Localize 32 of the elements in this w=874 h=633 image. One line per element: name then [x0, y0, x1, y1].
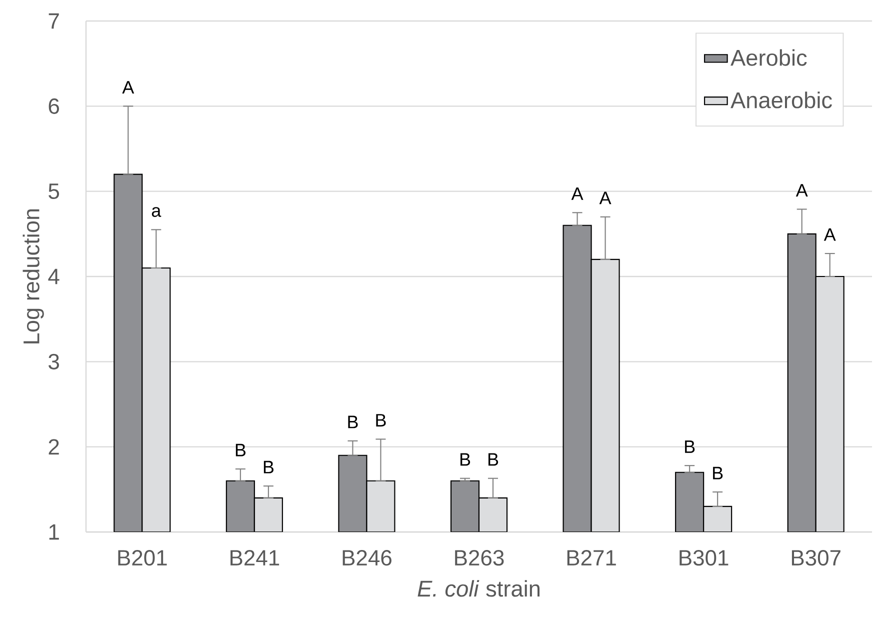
annotation: A	[599, 192, 612, 204]
annotation: A	[571, 188, 584, 200]
y-tick-label: 5	[48, 184, 60, 200]
annotation: A	[122, 81, 134, 94]
y-tick-label: 2	[48, 439, 59, 455]
x-tick-label: B271	[567, 550, 616, 566]
annotation: a	[152, 207, 162, 217]
annotation: B	[685, 440, 695, 453]
y-axis-title: Log reduction	[22, 209, 44, 344]
x-tick-label: B307	[792, 550, 840, 566]
y-tick-label: 7	[48, 13, 59, 29]
annotation: A	[796, 184, 808, 197]
y-tick-label: 1	[49, 524, 59, 540]
x-tick-label: B301	[680, 550, 728, 566]
y-tick-label: 3	[48, 354, 59, 370]
x-tick-label: B263	[455, 550, 504, 566]
annotation: B	[236, 444, 246, 456]
annotation: B	[713, 466, 723, 480]
x-axis-title: E. coli strain	[418, 580, 540, 597]
annotation: A	[824, 228, 836, 241]
annotation: B	[348, 416, 358, 428]
legend-label: Aerobic	[730, 49, 807, 66]
x-tick-label: B246	[342, 550, 392, 566]
y-tick-label: 6	[48, 98, 59, 114]
x-tick-label: B241	[230, 550, 280, 566]
annotation: B	[488, 453, 498, 466]
legend-label: Anaerobic	[730, 92, 832, 108]
x-tick-label: B201	[118, 550, 167, 566]
annotation: B	[264, 460, 274, 474]
annotation: B	[376, 414, 386, 426]
y-tick-label: 4	[48, 268, 60, 284]
annotation: B	[460, 453, 470, 466]
